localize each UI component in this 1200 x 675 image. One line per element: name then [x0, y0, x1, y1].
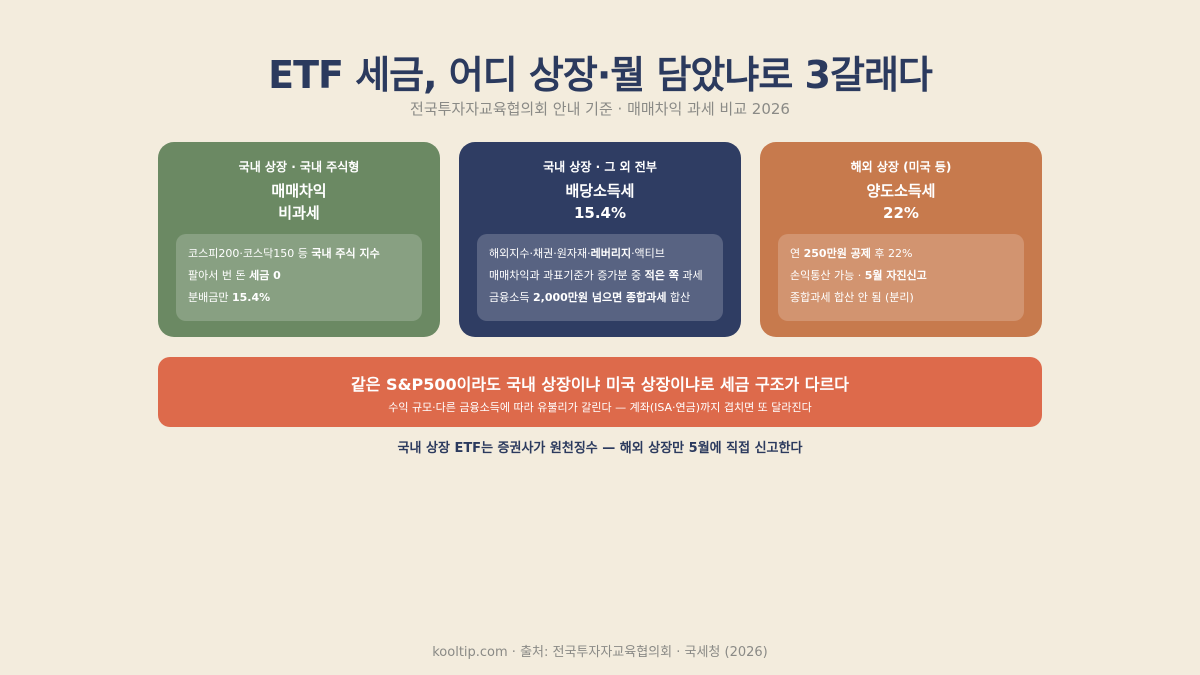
banner-subtext: 수익 규모·다른 금융소득에 따라 유불리가 갈린다 — 계좌(ISA·연금)까…	[388, 401, 812, 414]
card-tax-type-line1: 배당소득세	[565, 182, 635, 200]
detail-emphasis: 적은 쪽	[644, 269, 679, 282]
page-title: ETF 세금, 어디 상장·뭘 담았냐로 3갈래다	[268, 53, 933, 97]
detail-emphasis: 250만원 공제	[803, 247, 871, 260]
card-tax-type: 매매차익 비과세	[158, 180, 440, 224]
card-detail-line: 매매차익과 과표기준가 증가분 중 적은 쪽 과세	[489, 265, 711, 287]
detail-emphasis: 2,000만원 넘으면 종합과세	[532, 291, 667, 304]
card-detail-line: 팔아서 번 돈 세금 0	[188, 265, 410, 287]
detail-emphasis: 세금 0	[249, 269, 281, 282]
detail-text: 해외지수·채권·원자재·	[489, 247, 591, 260]
card-detail-line: 손익통산 가능 · 5월 자진신고	[790, 265, 1012, 287]
card-tax-type-line2: 22%	[883, 204, 919, 222]
card-detail-line: 분배금만 15.4%	[188, 287, 410, 309]
detail-emphasis: 국내 주식 지수	[311, 247, 380, 260]
detail-emphasis: 15.4%	[231, 291, 271, 304]
card-tax-type: 배당소득세 15.4%	[459, 180, 741, 224]
card-domestic-other: 국내 상장 · 그 외 전부 배당소득세 15.4% 해외지수·채권·원자재·레…	[459, 142, 741, 337]
footer-source: kooltip.com · 출처: 전국투자자교육협의회 · 국세청 (2026…	[432, 645, 768, 660]
detail-text: 후 22%	[870, 247, 913, 260]
card-detail-line: 해외지수·채권·원자재·레버리지·액티브	[489, 243, 711, 265]
page-subtitle: 전국투자자교육협의회 안내 기준 · 매매차익 과세 비교 2026	[410, 100, 790, 118]
card-detail-line: 코스피200·코스닥150 등 국내 주식 지수	[188, 243, 410, 265]
card-detail-line: 금융소득 2,000만원 넘으면 종합과세 합산	[489, 287, 711, 309]
detail-text: 과세	[678, 269, 703, 282]
detail-text: 매매차익과 과표기준가 증가분 중	[489, 269, 645, 282]
detail-text: 손익통산 가능 ·	[790, 269, 865, 282]
summary-banner: 같은 S&P500이라도 국내 상장이냐 미국 상장이냐로 세금 구조가 다르다…	[158, 357, 1042, 427]
withholding-note: 국내 상장 ETF는 증권사가 원천징수 — 해외 상장만 5월에 직접 신고한…	[397, 441, 803, 456]
detail-text: 연	[790, 247, 804, 260]
banner-headline: 같은 S&P500이라도 국내 상장이냐 미국 상장이냐로 세금 구조가 다르다	[351, 375, 849, 394]
card-category: 해외 상장 (미국 등)	[850, 160, 952, 174]
detail-text: 금융소득	[489, 291, 533, 304]
detail-text: 합산	[666, 291, 691, 304]
card-overseas: 해외 상장 (미국 등) 양도소득세 22% 연 250만원 공제 후 22% 손…	[760, 142, 1042, 337]
card-tax-type-line2: 15.4%	[573, 204, 627, 222]
detail-text: 팔아서 번 돈	[188, 269, 250, 282]
card-tax-type-line1: 매매차익	[271, 182, 327, 200]
card-category: 국내 상장 · 국내 주식형	[238, 160, 360, 174]
detail-text: ·액티브	[631, 247, 665, 260]
card-domestic-equity: 국내 상장 · 국내 주식형 매매차익 비과세 코스피200·코스닥150 등 …	[158, 142, 440, 337]
card-tax-type-line1: 양도소득세	[866, 182, 936, 200]
card-detail-line: 종합과세 합산 안 됨 (분리)	[790, 287, 1012, 309]
detail-text: 분배금만	[188, 291, 232, 304]
detail-emphasis: 5월 자진신고	[864, 269, 927, 282]
card-tax-type-line2: 비과세	[278, 204, 320, 222]
detail-text: 종합과세 합산 안 됨 (분리)	[790, 291, 914, 304]
card-detail-box: 코스피200·코스닥150 등 국내 주식 지수 팔아서 번 돈 세금 0 분배금만…	[176, 234, 422, 321]
card-category: 국내 상장 · 그 외 전부	[543, 160, 657, 174]
detail-text: 코스피200·코스닥150 등	[188, 247, 312, 260]
card-detail-box: 연 250만원 공제 후 22% 손익통산 가능 · 5월 자진신고 종합과세 합산…	[778, 234, 1024, 321]
card-tax-type: 양도소득세 22%	[760, 180, 1042, 224]
card-detail-box: 해외지수·채권·원자재·레버리지·액티브 매매차익과 과표기준가 증가분 중 적은…	[477, 234, 723, 321]
detail-emphasis: 레버리지	[590, 247, 632, 260]
card-detail-line: 연 250만원 공제 후 22%	[790, 243, 1012, 265]
